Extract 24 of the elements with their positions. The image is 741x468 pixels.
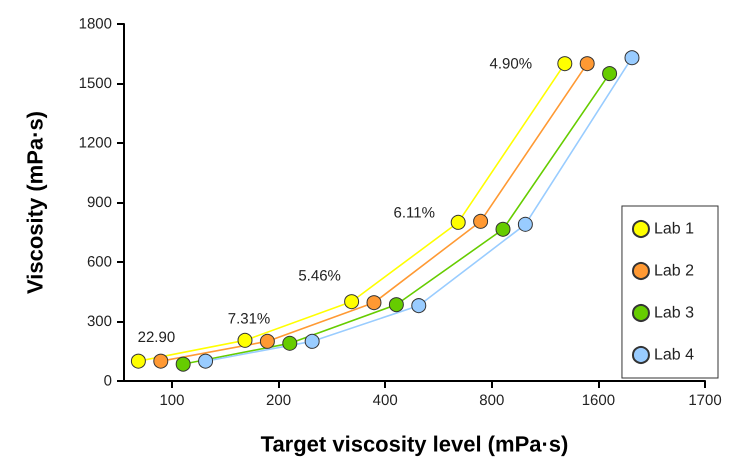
annotation: 6.11% bbox=[393, 204, 435, 222]
legend-label: Lab 2 bbox=[654, 262, 694, 280]
x-tick-label: 1700 bbox=[688, 392, 722, 409]
y-tick-label: 1200 bbox=[78, 134, 112, 152]
x-tick-label: 200 bbox=[266, 392, 292, 409]
legend-label: Lab 4 bbox=[654, 346, 694, 364]
x-tick-label: 1600 bbox=[582, 392, 616, 409]
y-tick-label: 300 bbox=[86, 313, 112, 330]
x-tick-label: 100 bbox=[159, 392, 184, 409]
annotation: 5.46% bbox=[298, 268, 341, 285]
y-tick-label: 900 bbox=[86, 194, 112, 211]
x-axis-title: Target viscosity level (mPa·s) bbox=[260, 432, 568, 456]
y-tick-label: 600 bbox=[86, 254, 112, 270]
x-tick-label: 400 bbox=[372, 392, 398, 409]
annotation: 22.90 bbox=[138, 329, 176, 346]
legend-label: Lab 1 bbox=[654, 220, 694, 238]
y-tick-label: 1500 bbox=[78, 75, 112, 92]
y-axis-title: Viscosity (mPa·s) bbox=[22, 110, 48, 294]
legend-label: Lab 3 bbox=[654, 304, 694, 322]
x-tick-label: 800 bbox=[479, 392, 504, 409]
y-tick-label: 0 bbox=[104, 372, 112, 390]
annotation: 4.90% bbox=[490, 56, 532, 73]
y-tick-label: 1800 bbox=[78, 16, 112, 32]
annotation: 7.31% bbox=[228, 310, 270, 328]
